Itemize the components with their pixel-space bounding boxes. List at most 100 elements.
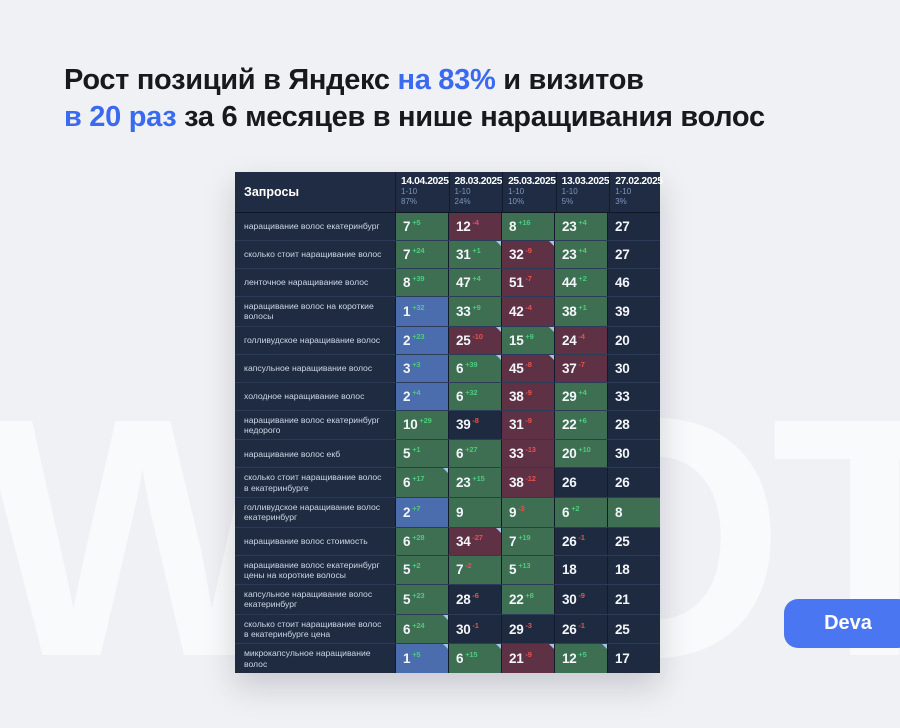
column-top10-range: 1-10 bbox=[508, 187, 525, 196]
delta-up-badge: +2 bbox=[578, 274, 587, 283]
delta-down-badge: -13 bbox=[525, 445, 536, 455]
delta-down-badge: -4 bbox=[525, 302, 532, 312]
position-value: 30 bbox=[562, 591, 577, 607]
position-value: 42 bbox=[509, 303, 524, 319]
table-body: наращивание волос екатеринбург 7 +5 12 -4 8 +1… bbox=[235, 213, 660, 673]
position-cell: 1 +32 bbox=[395, 297, 448, 326]
position-value: 30 bbox=[456, 621, 471, 637]
delta-down-badge: -12 bbox=[525, 474, 536, 484]
query-text: сколько стоит наращивание волос bbox=[244, 249, 382, 260]
query-cell: голливудское наращивание волос bbox=[235, 327, 395, 354]
query-cell: наращивание волос екб bbox=[235, 440, 395, 467]
position-cell: 8 bbox=[607, 497, 660, 527]
delta-down-badge: -6 bbox=[472, 590, 479, 600]
position-cell: 29 -3 bbox=[501, 614, 554, 644]
position-value: 25 bbox=[615, 533, 630, 549]
corner-notch-icon bbox=[443, 468, 448, 474]
position-cell: 26 -1 bbox=[554, 614, 607, 644]
position-cell: 34 -27 bbox=[448, 527, 501, 555]
position-cell: 7 +24 bbox=[395, 241, 448, 268]
position-value: 38 bbox=[562, 303, 577, 319]
delta-up-badge: +32 bbox=[465, 387, 478, 397]
column-top10-percent: 24% bbox=[454, 196, 471, 206]
deva-button[interactable]: Deva bbox=[784, 599, 900, 648]
position-value: 51 bbox=[509, 275, 524, 290]
position-value: 39 bbox=[456, 417, 471, 433]
column-top10-percent: 87% bbox=[401, 196, 418, 206]
delta-down-badge: -9 bbox=[578, 590, 585, 600]
position-value: 7 bbox=[456, 562, 464, 578]
position-value: 3 bbox=[403, 360, 411, 376]
position-cell: 33 +9 bbox=[448, 297, 501, 326]
column-top10-range: 1-10 bbox=[401, 187, 418, 196]
query-text: наращивание волос екатеринбург цены на к… bbox=[244, 559, 380, 580]
position-value: 8 bbox=[403, 275, 411, 290]
position-value: 25 bbox=[456, 332, 471, 348]
corner-notch-icon bbox=[549, 354, 554, 360]
query-text: капсульное наращивание волос bbox=[244, 362, 373, 373]
position-cell: 30 bbox=[607, 354, 660, 382]
delta-up-badge: +39 bbox=[465, 359, 478, 369]
delta-down-badge: -4 bbox=[578, 331, 585, 341]
position-cell: 25 bbox=[607, 527, 660, 555]
delta-up-badge: +32 bbox=[412, 302, 425, 312]
position-cell: 30 bbox=[607, 440, 660, 468]
position-value: 26 bbox=[562, 621, 577, 637]
query-cell: голливудское наращивание волос екатеринб… bbox=[235, 498, 395, 527]
delta-up-badge: +23 bbox=[412, 331, 425, 341]
query-cell: наращивание волос на короткие волосы bbox=[235, 297, 395, 326]
table-row: холодное наращивание волос 2 +4 6 +32 38 -9 29 +… bbox=[235, 381, 660, 410]
delta-up-badge: +5 bbox=[578, 650, 587, 660]
position-value: 6 bbox=[456, 388, 464, 404]
delta-up-badge: +8 bbox=[525, 590, 534, 600]
position-cell: 6 +32 bbox=[448, 382, 501, 410]
corner-notch-icon bbox=[443, 614, 448, 620]
position-cell: 12 +5 bbox=[554, 644, 607, 673]
position-value: 5 bbox=[403, 446, 411, 462]
query-text: микрокапсульное наращивание волос bbox=[244, 648, 371, 669]
position-value: 6 bbox=[456, 446, 464, 462]
title-text: за 6 месяцев в нише наращивания волос bbox=[176, 101, 765, 134]
position-value: 28 bbox=[615, 417, 630, 433]
column-date: 25.03.2025 bbox=[508, 176, 556, 187]
delta-down-badge: -1 bbox=[578, 620, 585, 630]
position-value: 8 bbox=[615, 504, 623, 520]
delta-up-badge: +24 bbox=[412, 620, 425, 630]
corner-notch-icon bbox=[549, 644, 554, 650]
query-cell: сколько стоит наращивание волос bbox=[235, 241, 395, 268]
position-cell: 7 +19 bbox=[501, 527, 554, 555]
position-cell: 46 bbox=[607, 269, 660, 296]
position-value: 12 bbox=[456, 219, 471, 234]
delta-up-badge: +1 bbox=[578, 302, 587, 312]
position-value: 46 bbox=[615, 275, 630, 290]
position-cell: 17 bbox=[607, 644, 660, 673]
position-cell: 7 -2 bbox=[448, 555, 501, 585]
table-row: наращивание волос екб 5 +1 6 +27 33 -13 20 +10 30 bbox=[235, 439, 660, 468]
position-value: 5 bbox=[509, 562, 517, 578]
position-cell: 20 bbox=[607, 326, 660, 354]
delta-down-badge: -1 bbox=[472, 620, 479, 630]
position-value: 31 bbox=[456, 247, 471, 262]
delta-up-badge: +16 bbox=[518, 218, 531, 227]
position-cell: 31 -9 bbox=[501, 410, 554, 440]
position-cell: 7 +5 bbox=[395, 213, 448, 240]
column-date: 28.03.2025 bbox=[454, 176, 503, 187]
position-value: 22 bbox=[562, 417, 577, 433]
position-cell: 21 bbox=[607, 585, 660, 614]
table-row: капсульное наращивание волос 3 +3 6 +39 45 -8 3… bbox=[235, 353, 660, 382]
delta-up-badge: +24 bbox=[412, 246, 425, 255]
query-text: наращивание волос екб bbox=[244, 448, 341, 459]
position-value: 33 bbox=[456, 303, 471, 319]
position-value: 6 bbox=[456, 360, 464, 376]
position-cell: 31 +1 bbox=[448, 241, 501, 268]
table-row: наращивание волос на короткие волосы 1 +32… bbox=[235, 296, 660, 326]
query-text: голливудское наращивание волос bbox=[244, 334, 381, 345]
query-cell: холодное наращивание волос bbox=[235, 383, 395, 410]
position-value: 23 bbox=[562, 219, 577, 234]
delta-down-badge: -9 bbox=[525, 416, 532, 426]
position-cell: 25 -10 bbox=[448, 326, 501, 354]
delta-down-badge: -8 bbox=[525, 359, 532, 369]
position-value: 26 bbox=[562, 533, 577, 549]
position-cell: 5 +2 bbox=[395, 555, 448, 585]
position-value: 31 bbox=[509, 417, 524, 433]
